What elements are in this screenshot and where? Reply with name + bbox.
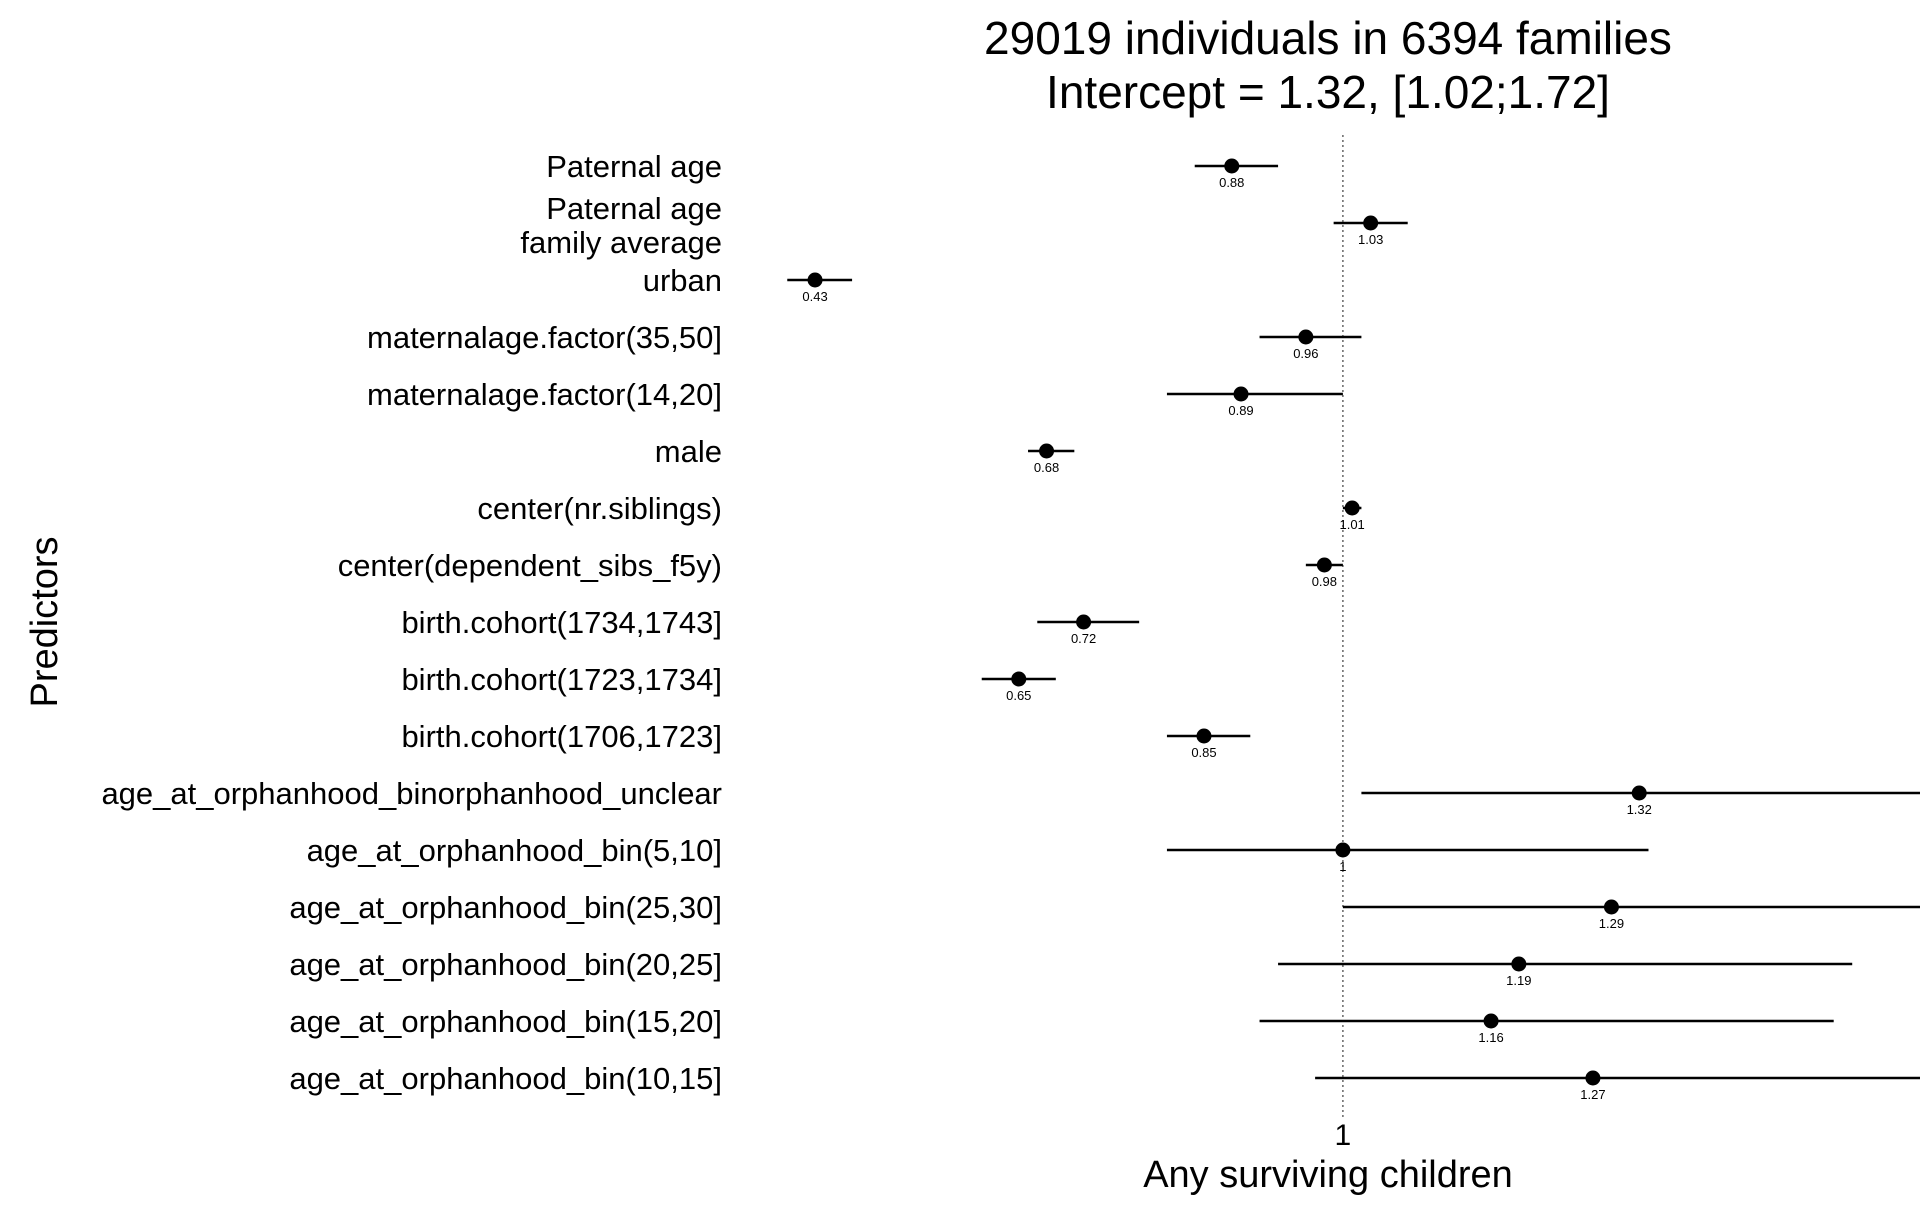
forest-row: center(dependent_sibs_f5y) 0.98: [338, 548, 1343, 589]
predictor-label: birth.cohort(1734,1743]: [401, 605, 722, 640]
chart-subtitle: Intercept = 1.32, [1.02;1.72]: [1046, 66, 1610, 118]
predictor-label: urban: [643, 263, 722, 298]
value-label: 1.19: [1506, 973, 1531, 988]
value-label: 0.65: [1006, 688, 1031, 703]
value-label: 0.98: [1312, 574, 1337, 589]
estimate-point: [1298, 329, 1314, 345]
estimate-point: [807, 272, 823, 288]
predictor-label: Paternal age: [546, 149, 722, 184]
estimate-point: [1344, 500, 1360, 516]
estimate-point: [1603, 899, 1619, 915]
forest-row: urban 0.43: [643, 263, 853, 304]
forest-row: age_at_orphanhood_bin(5,10] 1: [307, 833, 1649, 874]
forest-row: age_at_orphanhood_bin(10,15] 1.27: [289, 1061, 1920, 1102]
estimate-point: [1196, 728, 1212, 744]
forest-row: male 0.68: [655, 434, 1075, 475]
predictor-label: age_at_orphanhood_binorphanhood_unclear: [101, 776, 722, 811]
predictor-label: age_at_orphanhood_bin(15,20]: [289, 1004, 722, 1039]
forest-row: maternalage.factor(35,50] 0.96: [367, 320, 1362, 361]
estimate-point: [1039, 443, 1055, 459]
value-label: 0.43: [802, 289, 827, 304]
forest-row: birth.cohort(1723,1734] 0.65: [401, 662, 1056, 703]
value-label: 0.96: [1293, 346, 1318, 361]
estimate-point: [1585, 1070, 1601, 1086]
value-label: 1.29: [1599, 916, 1624, 931]
predictor-label: male: [655, 434, 722, 469]
forest-row: center(nr.siblings) 1.01: [477, 491, 1364, 532]
forest-row: maternalage.factor(14,20] 0.89: [367, 377, 1343, 418]
value-label: 1.16: [1478, 1030, 1503, 1045]
x-tick-label: 1: [1335, 1119, 1352, 1152]
forest-row: Paternal age 0.88: [546, 149, 1279, 190]
value-label: 1.01: [1339, 517, 1364, 532]
value-label: 1.03: [1358, 232, 1383, 247]
predictor-label: age_at_orphanhood_bin(10,15]: [289, 1061, 722, 1096]
x-ticks-layer: 1: [1335, 1119, 1352, 1152]
predictor-label: birth.cohort(1723,1734]: [401, 662, 722, 697]
estimate-point: [1233, 386, 1249, 402]
forest-row: age_at_orphanhood_binorphanhood_unclear 1…: [101, 776, 1920, 817]
predictor-label: center(dependent_sibs_f5y): [338, 548, 722, 583]
predictor-label: age_at_orphanhood_bin(5,10]: [307, 833, 722, 868]
x-axis-title: Any surviving children: [1143, 1154, 1513, 1196]
y-axis-title: Predictors: [24, 536, 66, 707]
forest-row: age_at_orphanhood_bin(15,20] 1.16: [289, 1004, 1834, 1045]
predictor-label: center(nr.siblings): [477, 491, 722, 526]
estimate-point: [1511, 956, 1527, 972]
forest-row: age_at_orphanhood_bin(25,30] 1.29: [289, 890, 1920, 931]
estimate-point: [1011, 671, 1027, 687]
value-label: 0.68: [1034, 460, 1059, 475]
forest-row: birth.cohort(1706,1723] 0.85: [401, 719, 1251, 760]
forest-row: birth.cohort(1734,1743] 0.72: [401, 605, 1140, 646]
value-label: 0.89: [1228, 403, 1253, 418]
value-label: 1.27: [1580, 1087, 1605, 1102]
predictor-label: age_at_orphanhood_bin(25,30]: [289, 890, 722, 925]
predictor-label: Paternal age family average: [520, 191, 722, 260]
value-label: 1: [1339, 859, 1346, 874]
predictor-label: maternalage.factor(14,20]: [367, 377, 722, 412]
value-label: 1.32: [1627, 802, 1652, 817]
chart-title: 29019 individuals in 6394 families: [984, 12, 1672, 64]
estimate-point: [1363, 215, 1379, 231]
estimate-point: [1316, 557, 1332, 573]
estimate-point: [1631, 785, 1647, 801]
value-label: 0.85: [1191, 745, 1216, 760]
estimate-point: [1076, 614, 1092, 630]
estimate-point: [1224, 158, 1240, 174]
predictor-label: age_at_orphanhood_bin(20,25]: [289, 947, 722, 982]
forest-row: age_at_orphanhood_bin(20,25] 1.19: [289, 947, 1853, 988]
value-label: 0.72: [1071, 631, 1096, 646]
predictor-label: maternalage.factor(35,50]: [367, 320, 722, 355]
predictor-label: birth.cohort(1706,1723]: [401, 719, 722, 754]
estimate-point: [1335, 842, 1351, 858]
estimate-point: [1483, 1013, 1499, 1029]
value-label: 0.88: [1219, 175, 1244, 190]
forest-row: Paternal age family average 1.03: [520, 191, 1408, 260]
